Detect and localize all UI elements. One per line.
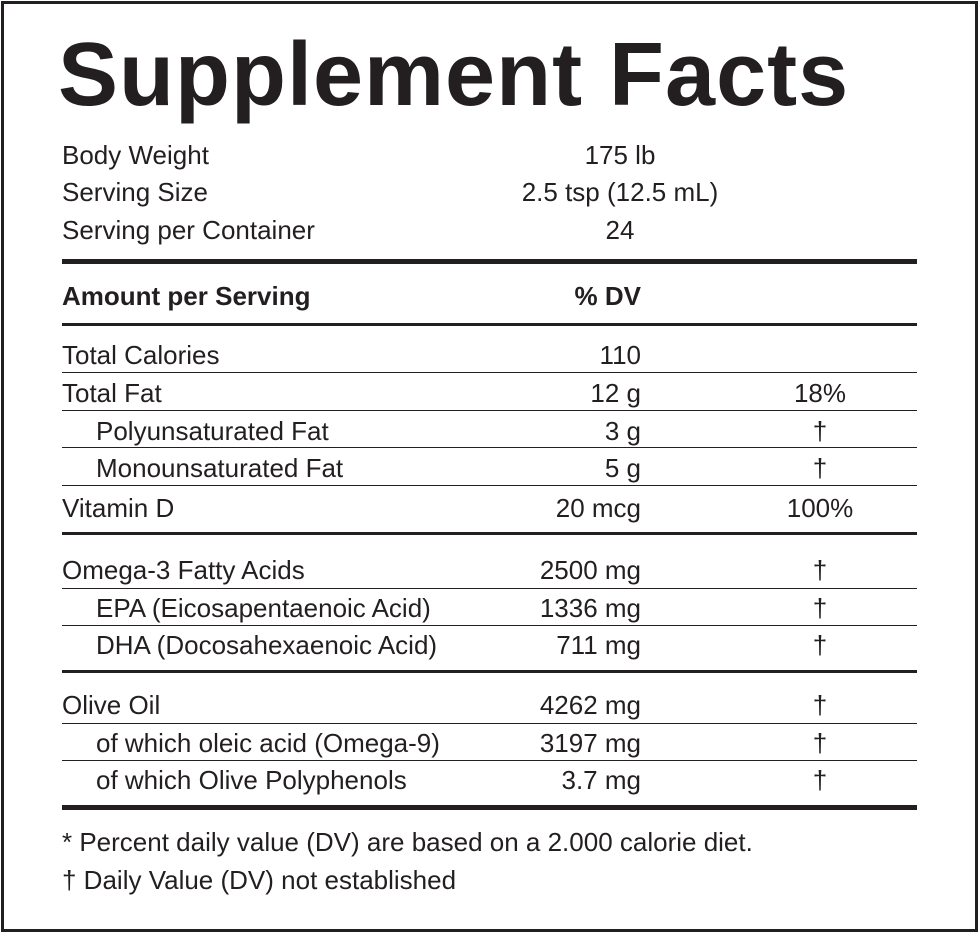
- rule: [62, 625, 917, 626]
- row: DHA (Docosahexaenoic Acid) 711 mg †: [62, 626, 917, 664]
- footnote: * Percent daily value (DV) are based on …: [62, 827, 753, 857]
- row-label: of which Olive Polyphenols: [96, 765, 407, 795]
- row: Monounsaturated Fat 5 g †: [62, 449, 917, 487]
- rule: [62, 723, 917, 724]
- amount: 12 g: [590, 378, 641, 408]
- dv: †: [812, 555, 828, 585]
- row: Omega-3 Fatty Acids 2500 mg †: [62, 551, 917, 589]
- rule: [62, 760, 917, 761]
- row: Polyunsaturated Fat 3 g †: [62, 412, 917, 450]
- row-label: Monounsaturated Fat: [96, 453, 344, 483]
- row-label: EPA (Eicosapentaenoic Acid): [96, 593, 431, 623]
- dv: †: [812, 690, 828, 720]
- column-label: Amount per Serving: [62, 281, 311, 311]
- amount: 711 mg: [556, 630, 641, 660]
- dv: 18%: [793, 378, 847, 408]
- row: Total Calories 110: [62, 336, 917, 374]
- rule: [62, 485, 917, 486]
- info-value: 175 lb: [584, 140, 656, 170]
- column-header: Amount per Serving % DV: [62, 277, 917, 315]
- row: of which oleic acid (Omega-9) 3197 mg †: [62, 724, 917, 762]
- amount: 3 g: [604, 416, 641, 446]
- dv: †: [812, 453, 828, 483]
- rule: [62, 588, 917, 589]
- row: Olive Oil 4262 mg †: [62, 686, 917, 724]
- dv: †: [812, 416, 828, 446]
- rule: [62, 410, 917, 411]
- amount: 2500 mg: [539, 555, 641, 585]
- amount: 4262 mg: [539, 690, 641, 720]
- row-label: Omega-3 Fatty Acids: [62, 555, 305, 585]
- rule: [62, 670, 917, 673]
- amount: 3.7 mg: [561, 765, 642, 795]
- rule: [62, 259, 917, 264]
- row: Vitamin D 20 mcg 100%: [62, 489, 917, 527]
- row: Total Fat 12 g 18%: [62, 374, 917, 412]
- row-label: Polyunsaturated Fat: [96, 416, 329, 446]
- rule: [62, 805, 917, 810]
- dv: †: [812, 593, 828, 623]
- row: EPA (Eicosapentaenoic Acid) 1336 mg †: [62, 589, 917, 627]
- amount: 5 g: [604, 453, 641, 483]
- rule: [62, 323, 917, 326]
- amount: 20 mcg: [555, 493, 641, 523]
- row-label: Olive Oil: [62, 690, 161, 720]
- amount: 3197 mg: [539, 728, 641, 758]
- info-value: 2.5 tsp (12.5 mL): [521, 177, 719, 207]
- info-value: 24: [605, 215, 635, 245]
- info-row: Serving Size 2.5 tsp (12.5 mL): [62, 173, 917, 211]
- info-row: Serving per Container 24: [62, 211, 917, 249]
- dv: 100%: [786, 493, 854, 523]
- info-row: Body Weight 175 lb: [62, 136, 917, 174]
- row-label: of which oleic acid (Omega-9): [96, 728, 440, 758]
- info-label: Serving per Container: [62, 215, 315, 245]
- title: Supplement Facts: [58, 25, 850, 125]
- footnote: † Daily Value (DV) not established: [62, 865, 457, 895]
- info-label: Body Weight: [62, 140, 209, 170]
- row-label: Total Calories: [62, 340, 220, 370]
- info-label: Serving Size: [62, 177, 208, 207]
- row-label: Total Fat: [62, 378, 162, 408]
- rule: [62, 532, 917, 535]
- dv: †: [812, 765, 828, 795]
- rule: [62, 372, 917, 373]
- column-label: % DV: [574, 281, 641, 311]
- amount: 1336 mg: [539, 593, 641, 623]
- dv: †: [812, 728, 828, 758]
- row-label: Vitamin D: [62, 493, 175, 523]
- rule: [62, 447, 917, 448]
- amount: 110: [599, 340, 641, 370]
- row-label: DHA (Docosahexaenoic Acid): [96, 630, 438, 660]
- row: of which Olive Polyphenols 3.7 mg †: [62, 761, 917, 799]
- dv: †: [812, 630, 828, 660]
